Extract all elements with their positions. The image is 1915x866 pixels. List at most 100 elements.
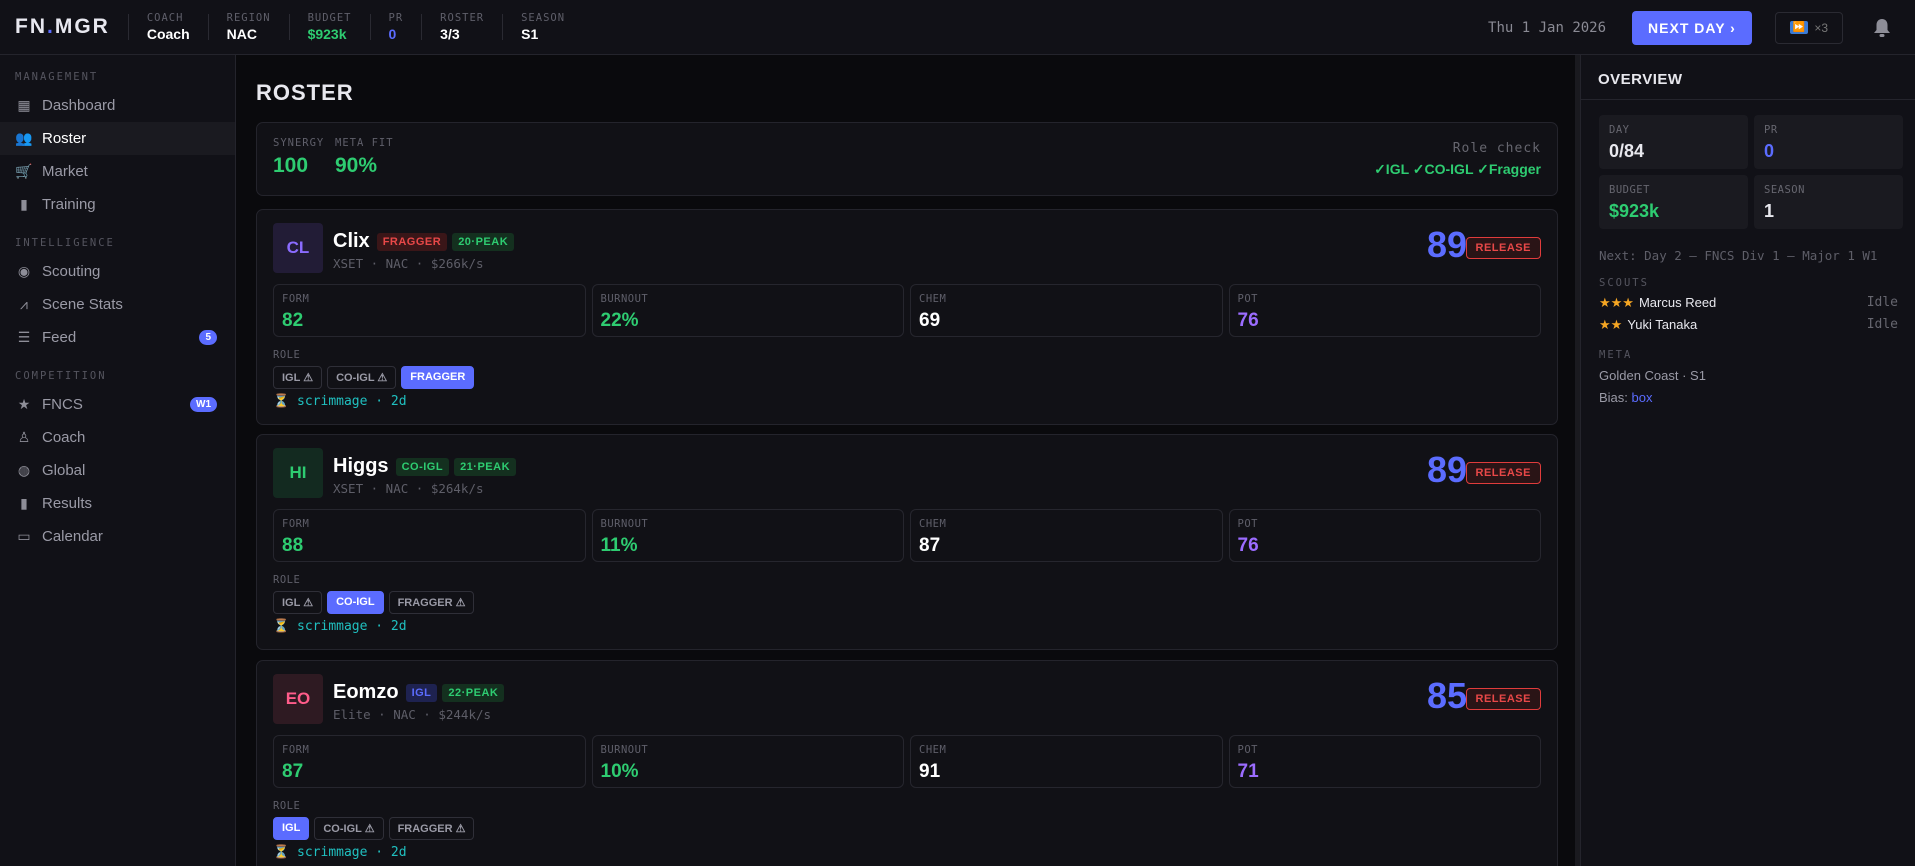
release-button[interactable]: RELEASE xyxy=(1465,688,1541,710)
sidebar-section-title: COMPETITION xyxy=(15,370,107,382)
overall-rating: 85 xyxy=(1426,675,1467,716)
stat-label: FORM xyxy=(282,293,310,305)
stat-value: 76 xyxy=(1237,310,1259,331)
player-name[interactable]: Clix xyxy=(333,230,370,252)
age-tag: 20·PEAK xyxy=(452,232,515,251)
scout-row[interactable]: ★★★ Marcus Reed Idle xyxy=(1599,295,1898,311)
meta-fit-value: 90% xyxy=(335,154,378,177)
stat-label: BURNOUT xyxy=(600,518,649,530)
fast-forward-label: ×3 xyxy=(1814,20,1828,35)
next-day-button[interactable]: NEXT DAY › xyxy=(1632,10,1752,45)
stat-label: CHEM xyxy=(919,744,947,756)
sidebar-item-label: Scene Stats xyxy=(42,296,123,313)
season-value: 1 xyxy=(1764,201,1775,221)
globe-icon: ◍ xyxy=(17,462,31,478)
sidebar-item-scouting[interactable]: ◉ Scouting xyxy=(0,255,235,288)
bias-value[interactable]: box xyxy=(1631,390,1653,405)
stat-value: 10% xyxy=(600,761,639,782)
stat-pot: POT 71 xyxy=(1228,735,1541,788)
role-button[interactable]: FRAGGER ⚠ xyxy=(388,591,475,614)
player-name[interactable]: Eomzo xyxy=(333,681,399,703)
player-name[interactable]: Higgs xyxy=(333,455,389,477)
sidebar-item-fncs[interactable]: ★ FNCS W1 xyxy=(0,388,235,421)
stat-form: FORM 87 xyxy=(273,735,586,788)
role-label: ROLE xyxy=(273,574,301,586)
sidebar-item-scene-stats[interactable]: ⩘ Scene Stats xyxy=(0,288,235,321)
scout-row[interactable]: ★★ Yuki Tanaka Idle xyxy=(1599,317,1898,333)
sidebar-badge: W1 xyxy=(190,397,217,412)
pr-label: PR xyxy=(1764,124,1778,136)
header-stat-roster: ROSTER 3/3 xyxy=(421,12,502,42)
role-button[interactable]: CO-IGL ⚠ xyxy=(314,817,384,840)
avatar: CL xyxy=(273,223,323,273)
role-tag: CO-IGL xyxy=(395,457,450,476)
sidebar-item-label: Results xyxy=(42,495,93,512)
header-stat-label: COACH xyxy=(146,12,184,24)
sidebar-item-roster[interactable]: 👥 Roster xyxy=(0,122,235,155)
sidebar-item-feed[interactable]: ☰ Feed 5 xyxy=(0,321,235,354)
sidebar-item-label: Scouting xyxy=(42,263,101,280)
season-label: SEASON xyxy=(1764,184,1805,196)
scrollbar[interactable] xyxy=(1575,55,1580,866)
sidebar-item-label: Dashboard xyxy=(42,97,116,114)
stat-value: 22% xyxy=(600,310,639,331)
stat-value: 76 xyxy=(1237,535,1259,556)
star-icon: ★ xyxy=(17,396,31,412)
activity-status: ⏳ scrimmage · 2d xyxy=(273,394,407,409)
overview-panel: OVERVIEW DAY 0/84 PR 0 BUDGET $923k SEASON 1… xyxy=(1580,55,1915,866)
avatar: HI xyxy=(273,448,323,498)
role-tag: IGL xyxy=(405,683,438,702)
bars-icon: ▮ xyxy=(20,495,28,511)
avatar: EO xyxy=(273,674,323,724)
role-button[interactable]: IGL xyxy=(273,817,310,840)
header-stat-value: Coach xyxy=(146,26,190,42)
sidebar-item-global[interactable]: ◍ Global xyxy=(0,454,235,487)
coach-icon: ♙ xyxy=(17,429,31,445)
day-value: 0/84 xyxy=(1609,141,1645,161)
sidebar-item-coach[interactable]: ♙ Coach xyxy=(0,421,235,454)
eye-icon: ◉ xyxy=(17,263,31,279)
stat-burnout: BURNOUT 22% xyxy=(591,284,904,337)
role-button[interactable]: FRAGGER ⚠ xyxy=(388,817,475,840)
pr-value: 0 xyxy=(1764,141,1775,161)
logo: FN.MGR xyxy=(15,15,110,38)
stat-value: 87 xyxy=(919,535,941,556)
overview-title: OVERVIEW xyxy=(1581,55,1915,100)
role-selector: IGL ⚠ CO-IGL FRAGGER ⚠ xyxy=(273,591,475,614)
activity-text: scrimmage · 2d xyxy=(297,394,407,409)
sidebar-item-training[interactable]: ▮ Training xyxy=(0,188,235,221)
hourglass-icon: ⏳ xyxy=(273,394,290,409)
stat-form: FORM 82 xyxy=(273,284,586,337)
player-card: CL Clix FRAGGER 20·PEAK XSET · NAC · $266k… xyxy=(256,209,1558,425)
stat-label: CHEM xyxy=(919,518,947,530)
bell-icon[interactable] xyxy=(1873,18,1891,38)
role-check-value: ✓IGL ✓CO-IGL ✓Fragger xyxy=(1374,161,1541,177)
role-button[interactable]: CO-IGL xyxy=(327,591,384,614)
sidebar-item-market[interactable]: 🛒 Market xyxy=(0,155,235,188)
stat-value: 82 xyxy=(282,310,304,331)
header-stat-value: $923k xyxy=(307,26,347,42)
release-button[interactable]: RELEASE xyxy=(1465,237,1541,259)
fast-forward-icon: ⏩ xyxy=(1789,21,1809,34)
fast-forward-button[interactable]: ⏩ ×3 xyxy=(1774,11,1843,44)
role-button[interactable]: IGL ⚠ xyxy=(273,591,323,614)
player-card: EO Eomzo IGL 22·PEAK Elite · NAC · $244k/s… xyxy=(256,660,1558,866)
header-stat-value: 3/3 xyxy=(440,26,460,42)
header-stat-label: REGION xyxy=(226,12,271,24)
role-button[interactable]: CO-IGL ⚠ xyxy=(327,366,397,389)
current-date: Thu 1 Jan 2026 xyxy=(1488,19,1607,36)
release-button[interactable]: RELEASE xyxy=(1465,462,1541,484)
sidebar-item-calendar[interactable]: ▭ Calendar xyxy=(0,520,235,553)
stat-value: 87 xyxy=(282,761,304,782)
role-button[interactable]: IGL ⚠ xyxy=(273,366,323,389)
stat-value: 91 xyxy=(919,761,941,782)
player-subtitle: Elite · NAC · $244k/s xyxy=(333,707,492,722)
stat-label: CHEM xyxy=(919,293,947,305)
meta-fit-label: META FIT xyxy=(335,137,394,149)
role-button[interactable]: FRAGGER xyxy=(401,366,475,389)
activity-status: ⏳ scrimmage · 2d xyxy=(273,619,407,634)
sidebar-item-dashboard[interactable]: ▦ Dashboard xyxy=(0,89,235,122)
activity-text: scrimmage · 2d xyxy=(297,845,407,860)
age-tag: 22·PEAK xyxy=(442,683,505,702)
sidebar-item-results[interactable]: ▮ Results xyxy=(0,487,235,520)
